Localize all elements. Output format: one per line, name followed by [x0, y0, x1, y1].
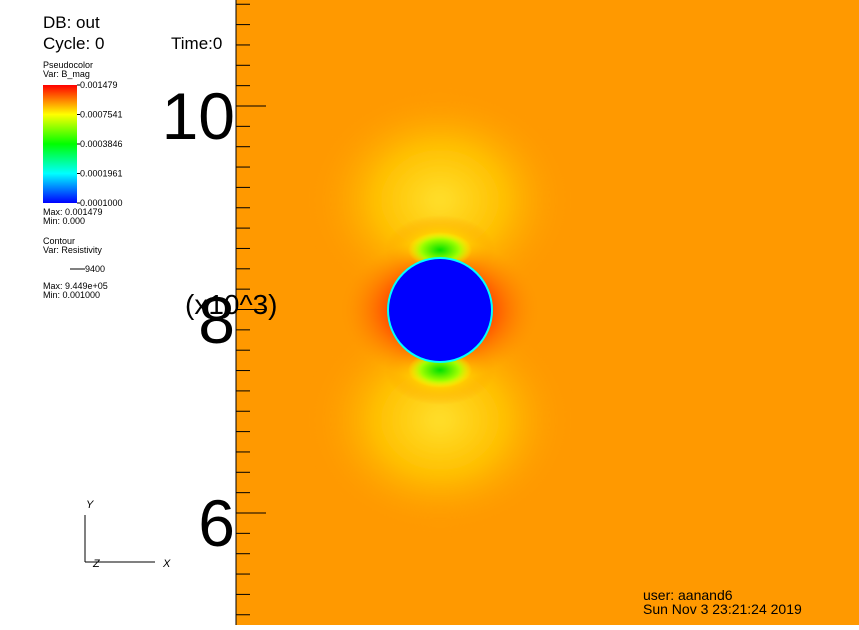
- legend-max: Max: 0.001479: [43, 207, 103, 217]
- triad-y: Y: [86, 499, 94, 511]
- legend-var: Var: B_mag: [43, 69, 90, 79]
- color-bar-label: 0.001479: [80, 80, 118, 90]
- legend-area: [0, 0, 236, 625]
- legend-plot: Pseudocolor: [43, 60, 93, 70]
- contour-var: Var: Resistivity: [43, 245, 102, 255]
- user-label: user: aanand6: [643, 587, 733, 603]
- legend-min: Min: 0.000: [43, 216, 85, 226]
- field: [310, 90, 570, 530]
- color-bar-labels: 0.001479 0.0007541 0.0003846 0.0001961 0.000…: [77, 80, 123, 208]
- plot-background: [236, 0, 859, 625]
- triad-z: Z: [92, 558, 101, 570]
- color-bar-label: 0.0001000: [80, 198, 123, 208]
- axis-label: 6: [198, 486, 235, 560]
- axis-label: 10: [162, 79, 235, 153]
- contour-max: Max: 9.449e+05: [43, 281, 108, 291]
- contour-level: 9400: [85, 264, 105, 274]
- contour-min: Min: 0.001000: [43, 290, 100, 300]
- axis-scale: (x10^3): [185, 289, 278, 320]
- date-label: Sun Nov 3 23:21:24 2019: [643, 601, 802, 617]
- time-label: Time:0: [171, 34, 222, 53]
- db-label: DB: out: [43, 13, 100, 32]
- axis-label: 8: [198, 283, 235, 357]
- triad-x: X: [162, 558, 171, 570]
- color-bar: [43, 85, 77, 203]
- contour-plot: Contour: [43, 236, 75, 246]
- y-ticks: [236, 3, 266, 616]
- color-bar-label: 0.0007541: [80, 110, 123, 120]
- triad: Y Z X: [84, 499, 171, 570]
- cycle-label: Cycle: 0: [43, 34, 104, 53]
- color-bar-label: 0.0003846: [80, 139, 123, 149]
- color-bar-label: 0.0001961: [80, 169, 123, 179]
